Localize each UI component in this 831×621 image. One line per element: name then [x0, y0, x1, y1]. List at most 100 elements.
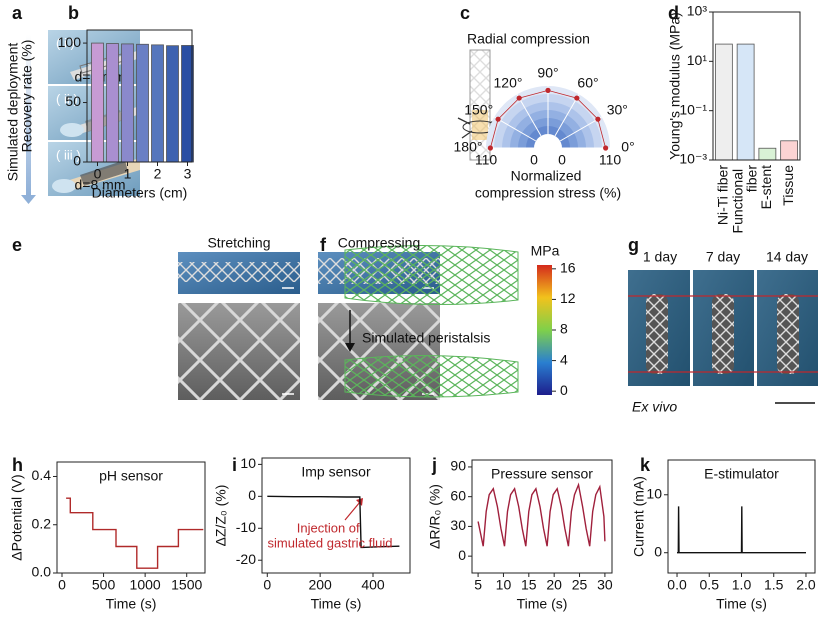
y-axis-label: ΔZ/Z₀ (%) [213, 485, 229, 547]
colorbar-tick-label: 8 [560, 321, 568, 337]
panel-label: e [12, 235, 22, 255]
polar-hole [534, 134, 562, 148]
r-tick-label: 110 [475, 152, 498, 168]
meshes-f [344, 244, 552, 398]
x-tick-label: 0 [263, 577, 271, 593]
y-axis-label: Current (mA) [631, 476, 647, 557]
x-tick-label: 15 [521, 577, 537, 593]
x-tick-label: 500 [92, 577, 116, 593]
colorbar-tick-label: 16 [560, 260, 576, 276]
y-tick-label: 30 [450, 517, 466, 533]
panel-label: j [431, 455, 437, 475]
day-label: 7 day [706, 249, 740, 265]
caption: Ex vivo [632, 399, 677, 415]
x-tick-label: 0 [94, 166, 102, 182]
step-label: ( i ) [56, 35, 75, 50]
panel-label: f [320, 235, 327, 255]
polar-point [545, 87, 551, 93]
y-tick-label: 10³ [687, 3, 708, 19]
polar-grid [516, 94, 542, 137]
x-axis-label: Normalized compression stress (%) [475, 167, 621, 200]
line [477, 482, 606, 547]
axes-frame [86, 29, 193, 163]
x-axis-label: Time (s) [106, 596, 157, 612]
r-tick-label: 110 [599, 152, 622, 168]
chart-title: Pressure sensor [491, 466, 593, 482]
axes-frame [712, 11, 801, 161]
x-tick-label: 1 [124, 166, 132, 182]
y-tick-label: 50 [65, 93, 81, 109]
y-axis-label: Recovery rate (%) [19, 40, 35, 153]
bar [736, 43, 755, 161]
chart-title: Radial compression [467, 31, 590, 47]
angle-tick-label: 60° [577, 75, 598, 91]
line [267, 495, 400, 549]
y-tick-label: 60 [450, 487, 466, 503]
peristalsis-label: Simulated peristalsis [362, 330, 490, 346]
axes-frame [261, 457, 411, 574]
axes-frame [667, 459, 816, 574]
y-axis-label: ΔPotential (V) [9, 474, 25, 560]
polar-grid [554, 94, 580, 137]
r-tick-label: 0 [558, 152, 566, 168]
polar-point [595, 116, 601, 122]
angle-tick-label: 180° [454, 139, 483, 155]
x-tick-label: 20 [546, 577, 562, 593]
x-tick-label: 30 [597, 577, 613, 593]
y-axis-label: Young's modulus (MPa) [667, 12, 683, 160]
polar-point [603, 145, 609, 151]
y-tick-label: 100 [58, 34, 82, 50]
y-tick-label: 10¹ [687, 52, 708, 68]
x-tick-label: 1500 [171, 577, 202, 593]
y-tick-label: 0 [73, 153, 81, 169]
stent-c [457, 49, 501, 161]
step-label: ( ii ) [56, 91, 78, 106]
x-axis-label: Diameters (cm) [92, 185, 188, 201]
y-tick-label: 0 [654, 543, 662, 559]
x-tick-label: 400 [361, 577, 385, 593]
colorbar-title: MPa [531, 243, 560, 259]
y-tick-label: -10 [236, 519, 256, 535]
x-tick-label: E-stent [758, 165, 774, 209]
step-label: ( iii ) [56, 147, 81, 162]
angle-tick-label: 90° [537, 65, 558, 81]
x-tick-label: Ni-Ti fiber [715, 165, 731, 225]
bar [136, 43, 149, 163]
bar [758, 147, 777, 161]
x-axis-label: Time (s) [716, 596, 767, 612]
panel-label: d [668, 3, 679, 23]
diameter-note: d=8 mm [75, 177, 126, 193]
panel-label: i [232, 455, 237, 475]
x-tick-label: 0.0 [667, 577, 687, 593]
x-axis-label: Time (s) [311, 596, 362, 612]
panel-label: c [460, 3, 470, 23]
bar [106, 43, 119, 163]
image-title: Compressing [338, 235, 420, 251]
chart-title: Imp sensor [301, 464, 371, 480]
panel-label: a [12, 3, 23, 23]
panel-label: g [628, 235, 639, 255]
bar [91, 42, 104, 163]
line [677, 506, 806, 554]
bar [151, 44, 164, 163]
line [66, 497, 204, 569]
y-axis-label: ΔR/R₀ (%) [427, 484, 443, 549]
bar [714, 43, 733, 161]
x-tick-label: 2 [154, 166, 162, 182]
x-tick-label: 200 [308, 577, 332, 593]
y-tick-label: 10⁻¹ [679, 101, 707, 117]
y-tick-label: 10⁻³ [679, 151, 707, 167]
annotation-arrow [344, 501, 361, 521]
x-tick-label: 25 [572, 577, 588, 593]
axes-frame [471, 459, 613, 574]
y-tick-label: 0 [458, 547, 466, 563]
bar [780, 140, 799, 161]
x-tick-label: Functional fiber [729, 165, 759, 234]
y-tick-label: 0.2 [32, 515, 52, 531]
x-tick-label: 3 [184, 166, 192, 182]
panel-label: h [12, 455, 23, 475]
r-tick-label: 0 [530, 152, 538, 168]
annotation: Injection of simulated gastric fluid [268, 521, 393, 551]
